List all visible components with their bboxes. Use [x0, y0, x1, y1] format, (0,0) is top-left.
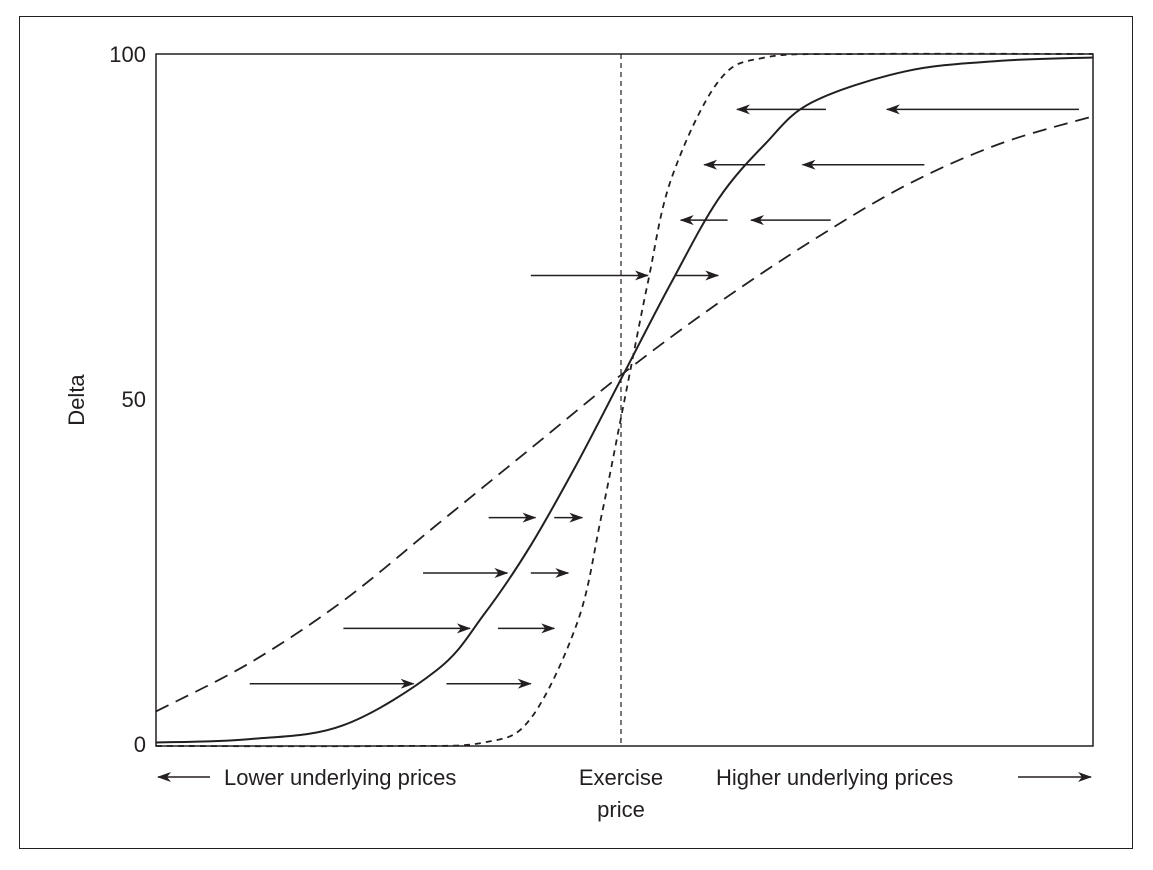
plot-area [155, 53, 1094, 747]
lower-prices-label: Lower underlying prices [224, 765, 456, 790]
exercise-price-label-line1: Exercise [579, 765, 663, 790]
exercise-price-label-line2: price [597, 797, 645, 822]
higher-prices-label: Higher underlying prices [716, 765, 953, 790]
series-layer [155, 52, 1094, 748]
series-line-solid [155, 56, 1094, 744]
figure-frame [19, 16, 1133, 849]
arrow-layer [249, 104, 1079, 689]
series-line-short-dash [155, 52, 1094, 748]
series-line-long-dash [155, 115, 1094, 713]
y-tick-label-50: 50 [122, 387, 146, 412]
y-axis-label: Delta [64, 374, 89, 426]
y-tick-label-0: 0 [134, 732, 146, 757]
y-tick-label-100: 100 [109, 42, 146, 67]
